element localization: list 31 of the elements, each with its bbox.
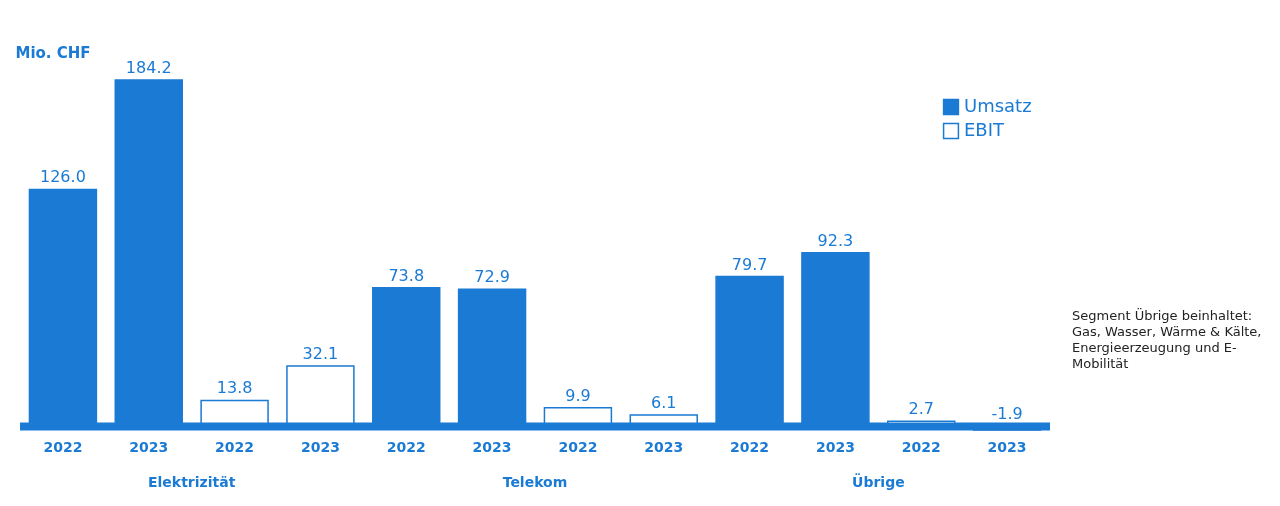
data-label: 73.8	[388, 265, 425, 285]
data-label: 126.0	[40, 167, 86, 187]
legend-label: EBIT	[964, 119, 1006, 140]
x-tick-label: 2022	[43, 438, 83, 455]
x-tick-label: 2023	[987, 438, 1027, 455]
data-label: 6.1	[651, 392, 677, 412]
data-label: 79.7	[731, 254, 768, 274]
data-label: 72.9	[474, 267, 510, 287]
x-tick-label: 2023	[472, 438, 512, 455]
x-tick-label: 2023	[815, 438, 855, 455]
x-tick-label: 2023	[129, 438, 169, 455]
legend-label: Umsatz	[964, 95, 1032, 116]
data-label: 2.7	[908, 399, 934, 419]
text: Telekom	[502, 474, 568, 491]
text: Übrige	[852, 473, 905, 491]
y-axis-title: Mio. CHF	[15, 43, 91, 62]
x-tick-label: 2022	[901, 438, 941, 455]
x-tick-label: 2022	[215, 438, 255, 455]
data-label: 9.9	[565, 385, 591, 405]
x-tick-label: 2023	[300, 438, 340, 455]
data-label: 92.3	[817, 230, 854, 250]
x-tick-label: 2022	[558, 438, 598, 455]
data-label: 13.8	[216, 378, 253, 398]
x-tick-label: 2022	[386, 438, 426, 455]
text: Elektrizität	[147, 474, 236, 491]
data-label: -1.9	[991, 404, 1023, 424]
x-tick-label: 2023	[644, 438, 684, 455]
text: Segment Übrige beinhaltet: Gas, Wasser, Wärme & Kälte, Energieerzeugung und E-Mobilität	[1072, 308, 1263, 372]
data-label: 184.2	[125, 58, 172, 77]
data-label: 32.1	[302, 344, 339, 364]
x-tick-label: 2022	[730, 438, 770, 455]
